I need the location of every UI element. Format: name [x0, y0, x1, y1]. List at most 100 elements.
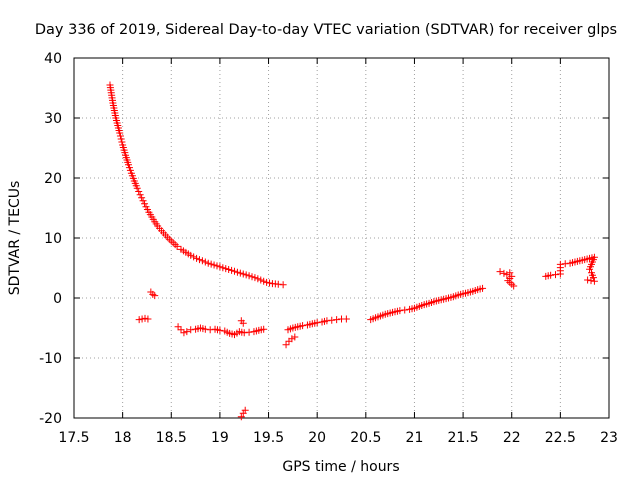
data-point — [496, 268, 504, 276]
data-point — [552, 271, 559, 279]
x-tick-label: 23 — [600, 430, 618, 446]
x-tick-label: 19 — [211, 430, 229, 446]
series-rise-2 — [367, 284, 487, 324]
data-point — [187, 251, 195, 259]
series-small-cluster-b — [147, 288, 159, 300]
data-point — [180, 329, 188, 337]
data-point — [291, 333, 299, 341]
data-point — [138, 194, 146, 202]
data-point — [210, 261, 218, 269]
series-short-down — [282, 333, 299, 349]
data-point — [219, 264, 227, 272]
data-point — [193, 254, 201, 262]
data-point — [225, 266, 233, 273]
data-point — [207, 260, 215, 268]
data-point — [240, 329, 248, 337]
data-point — [116, 132, 124, 140]
data-point — [479, 284, 487, 292]
data-point — [586, 265, 594, 273]
data-point — [248, 273, 256, 281]
x-tick-label: 17.5 — [58, 430, 89, 446]
x-tick-label: 18.5 — [156, 430, 187, 446]
data-point — [151, 292, 159, 300]
series-decay — [106, 81, 287, 289]
data-point — [237, 413, 245, 421]
data-point — [201, 258, 209, 266]
data-point — [177, 326, 185, 334]
series-rise-1 — [284, 315, 350, 334]
series-spike-mid — [237, 317, 247, 327]
data-point — [144, 315, 152, 323]
data-point — [503, 271, 511, 279]
data-point — [133, 184, 141, 192]
data-point — [313, 319, 321, 327]
data-point — [216, 326, 224, 334]
x-tick-label: 20 — [308, 430, 326, 446]
data-point — [135, 188, 143, 195]
data-point — [167, 237, 175, 245]
x-axis-label: GPS time / hours — [282, 459, 399, 475]
x-tick-label: 21.5 — [448, 430, 479, 446]
data-point — [323, 317, 331, 325]
data-point — [204, 259, 212, 267]
data-point — [342, 315, 350, 323]
data-point — [547, 271, 555, 279]
data-point — [241, 406, 249, 414]
data-point — [141, 314, 149, 322]
data-point — [556, 260, 564, 268]
data-point — [169, 239, 177, 247]
data-point — [116, 129, 124, 137]
y-tick-labels: -20 -10 0 10 20 30 40 — [39, 51, 62, 427]
x-tick-label: 18 — [114, 430, 132, 446]
data-point — [187, 326, 195, 334]
data-point — [222, 265, 230, 273]
data-point — [257, 276, 265, 284]
data-point — [206, 326, 214, 334]
data-point — [260, 325, 268, 333]
data-point — [198, 257, 206, 265]
data-point — [141, 200, 149, 208]
data-point — [251, 274, 259, 282]
data-point — [333, 316, 341, 324]
data-point — [201, 325, 209, 333]
data-point — [239, 270, 247, 278]
data-point — [117, 135, 125, 143]
data-point — [245, 272, 253, 280]
data-point — [228, 266, 236, 274]
data-point — [245, 328, 253, 336]
data-point — [135, 316, 143, 324]
data-point — [590, 277, 598, 285]
series-small-cluster-a — [135, 314, 152, 324]
y-tick-label: 10 — [44, 231, 62, 247]
data-point — [195, 256, 203, 264]
y-axis-label: SDTVAR / TECUs — [7, 181, 23, 296]
data-point — [279, 281, 287, 289]
data-point — [500, 269, 508, 277]
data-point — [138, 315, 146, 323]
axis-ticks — [73, 57, 610, 419]
data-point — [173, 242, 181, 250]
data-point — [236, 269, 244, 277]
data-point — [233, 268, 241, 276]
y-tick-label: 0 — [53, 291, 62, 307]
data-point — [171, 241, 179, 249]
data-point — [401, 306, 409, 314]
x-tick-label: 19.5 — [253, 430, 284, 446]
data-point — [263, 278, 271, 286]
y-tick-label: 40 — [44, 51, 62, 67]
data-point — [174, 323, 182, 331]
y-tick-label: -20 — [39, 411, 62, 427]
data-point — [213, 262, 221, 270]
x-tick-labels: 17.5 18 18.5 19 19.5 20 20.5 21 21.5 22 22.5 23 — [58, 430, 618, 446]
grid-lines — [74, 58, 609, 418]
x-tick-label: 21 — [406, 430, 424, 446]
data-point — [561, 260, 569, 268]
chart-title: Day 336 of 2019, Sidereal Day-to-day VTE… — [35, 22, 617, 38]
data-point — [584, 276, 592, 284]
data-point — [508, 280, 516, 288]
data-point — [139, 197, 147, 205]
data-point — [242, 271, 250, 279]
data-point — [118, 138, 126, 146]
data-point — [239, 319, 247, 327]
